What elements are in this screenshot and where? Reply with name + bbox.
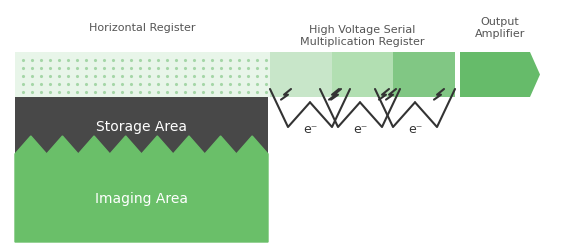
Bar — [15, 53, 270, 98]
Text: e⁻: e⁻ — [408, 122, 422, 136]
Bar — [332, 53, 393, 98]
Text: Horizontal Register: Horizontal Register — [89, 23, 196, 33]
Text: Output
Amplifier: Output Amplifier — [475, 17, 525, 39]
Text: Storage Area: Storage Area — [96, 119, 187, 133]
Bar — [15, 154, 268, 242]
Polygon shape — [15, 137, 268, 242]
Text: e⁻: e⁻ — [353, 122, 367, 136]
Bar — [393, 53, 455, 98]
Text: e⁻: e⁻ — [303, 122, 317, 136]
Text: Imaging Area: Imaging Area — [95, 191, 188, 205]
Bar — [15, 98, 268, 154]
Text: High Voltage Serial
Multiplication Register: High Voltage Serial Multiplication Regis… — [300, 25, 425, 46]
Polygon shape — [460, 53, 540, 98]
Bar — [270, 53, 332, 98]
